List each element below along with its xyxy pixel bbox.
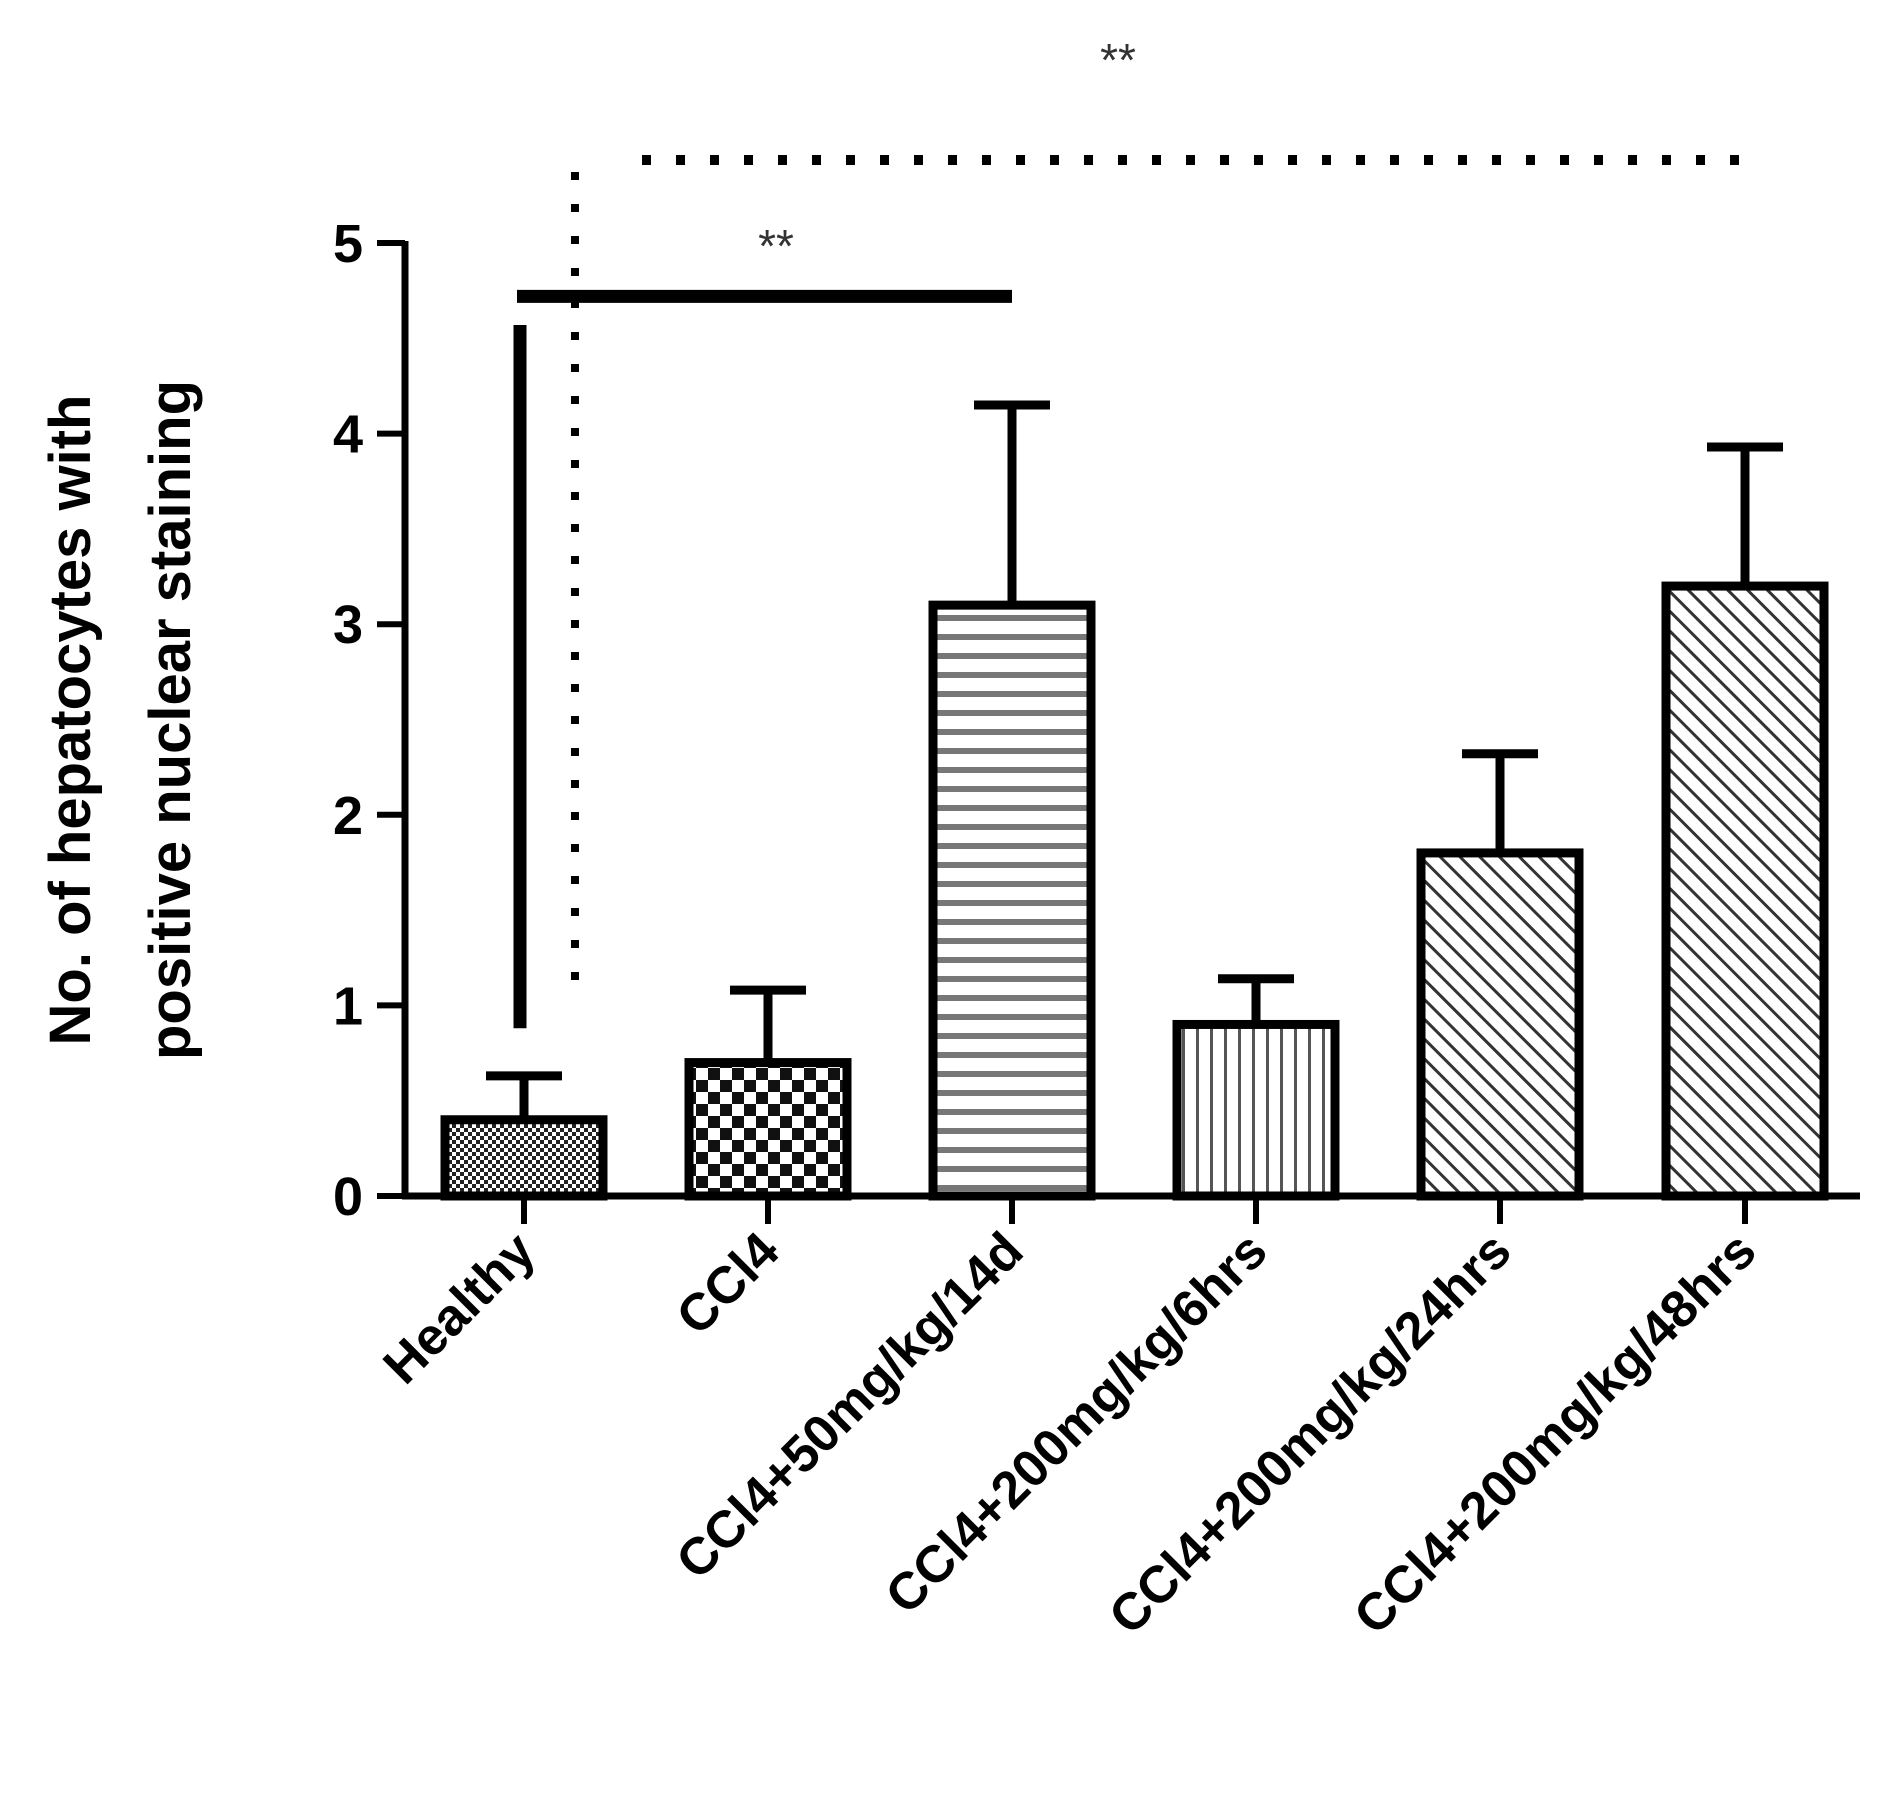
bar — [1172, 1019, 1340, 1201]
bar — [1661, 581, 1829, 1201]
bar — [684, 1058, 852, 1201]
y-axis-title-line: positive nuclear staining — [138, 380, 203, 1060]
category-label: CCl4 — [666, 1221, 791, 1346]
y-tick-label: 5 — [333, 214, 363, 274]
category-label: CCl4+200mg/kg/48hrs — [1343, 1221, 1767, 1645]
category-label: Healthy — [373, 1221, 547, 1395]
y-tick-label: 4 — [333, 405, 363, 465]
y-tick-label: 3 — [333, 595, 363, 655]
bars — [440, 581, 1829, 1201]
y-axis-title: No. of hepatocytes with positive nuclear … — [38, 380, 203, 1060]
y-axis-title-line: No. of hepatocytes with — [38, 395, 103, 1046]
y-tick-label: 0 — [333, 1167, 363, 1227]
category-label: CCl4+200mg/kg/24hrs — [1098, 1221, 1522, 1645]
bar — [440, 1115, 608, 1201]
axes: 0 1 2 3 4 5 — [333, 214, 1860, 1227]
significance-label: ** — [758, 220, 794, 272]
category-labels: Healthy CCl4CCl4+50mg/kg/14dCCl4+200mg/kg… — [373, 1221, 1768, 1645]
bar — [928, 600, 1096, 1201]
significance-label: ** — [1100, 34, 1136, 86]
y-tick-label: 2 — [333, 786, 363, 846]
error-bars — [486, 400, 1783, 1116]
significance-annotations: ** ** — [513, 34, 1745, 1029]
y-tick-label: 1 — [333, 976, 363, 1036]
bar — [1416, 848, 1584, 1201]
